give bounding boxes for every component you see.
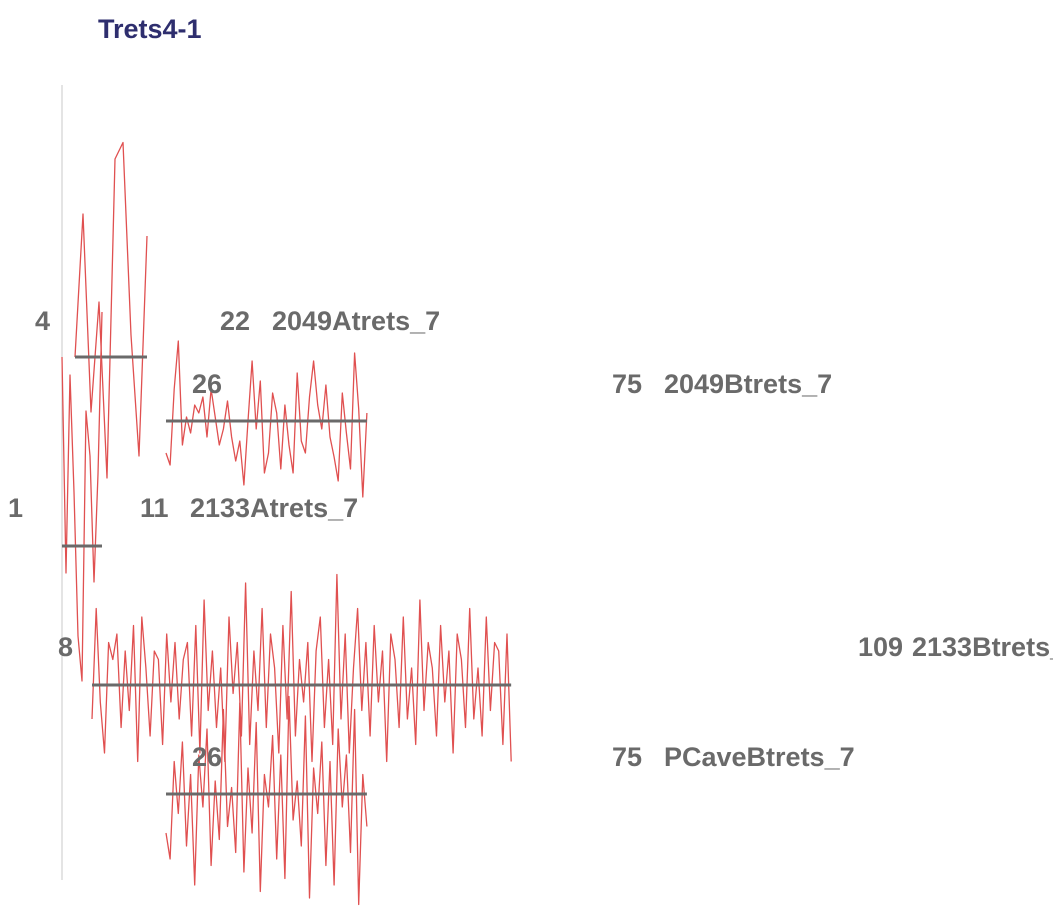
- series-2133Atrets_7: 1 11 2133Atrets_7: [8, 311, 358, 682]
- series-line-2049Btrets_7: [165, 340, 368, 498]
- end-label-2049Atrets_7: 22: [220, 306, 250, 336]
- series-name-2133Btrets_7: 2133Btrets_7: [912, 632, 1053, 662]
- end-label-2133Atrets_7: 11: [140, 493, 169, 523]
- series-name-2049Atrets_7: 2049Atrets_7: [272, 306, 440, 336]
- start-label-2049Btrets_7: 26: [192, 369, 222, 399]
- end-label-PCaveBtrets_7: 75: [612, 742, 642, 772]
- start-label-PCaveBtrets_7: 26: [192, 742, 222, 772]
- series-2049Atrets_7: 4 22 2049Atrets_7: [35, 141, 440, 479]
- start-label-2133Btrets_7: 8: [58, 632, 73, 662]
- series-line-PCaveBtrets_7: [165, 695, 368, 906]
- series-line-2049Atrets_7: [74, 141, 148, 479]
- series-line-2133Btrets_7: [91, 573, 512, 763]
- series-PCaveBtrets_7: 26 75 PCaveBtrets_7: [165, 695, 855, 906]
- series-name-2049Btrets_7: 2049Btrets_7: [664, 369, 832, 399]
- series-layer: 4 22 2049Atrets_726 75 2049Btrets_71 11 2133At…: [8, 141, 1053, 906]
- series-2133Btrets_7: 8 109 2133Btrets_7: [58, 573, 1053, 763]
- series-name-2133Atrets_7: 2133Atrets_7: [190, 493, 358, 523]
- start-label-2133Atrets_7: 1: [8, 493, 23, 523]
- series-2049Btrets_7: 26 75 2049Btrets_7: [165, 340, 832, 498]
- end-label-2133Btrets_7: 109: [858, 632, 903, 662]
- series-name-PCaveBtrets_7: PCaveBtrets_7: [664, 742, 855, 772]
- start-label-2049Atrets_7: 4: [35, 306, 50, 336]
- end-label-2049Btrets_7: 75: [612, 369, 642, 399]
- chart-title: Trets4-1: [98, 14, 202, 44]
